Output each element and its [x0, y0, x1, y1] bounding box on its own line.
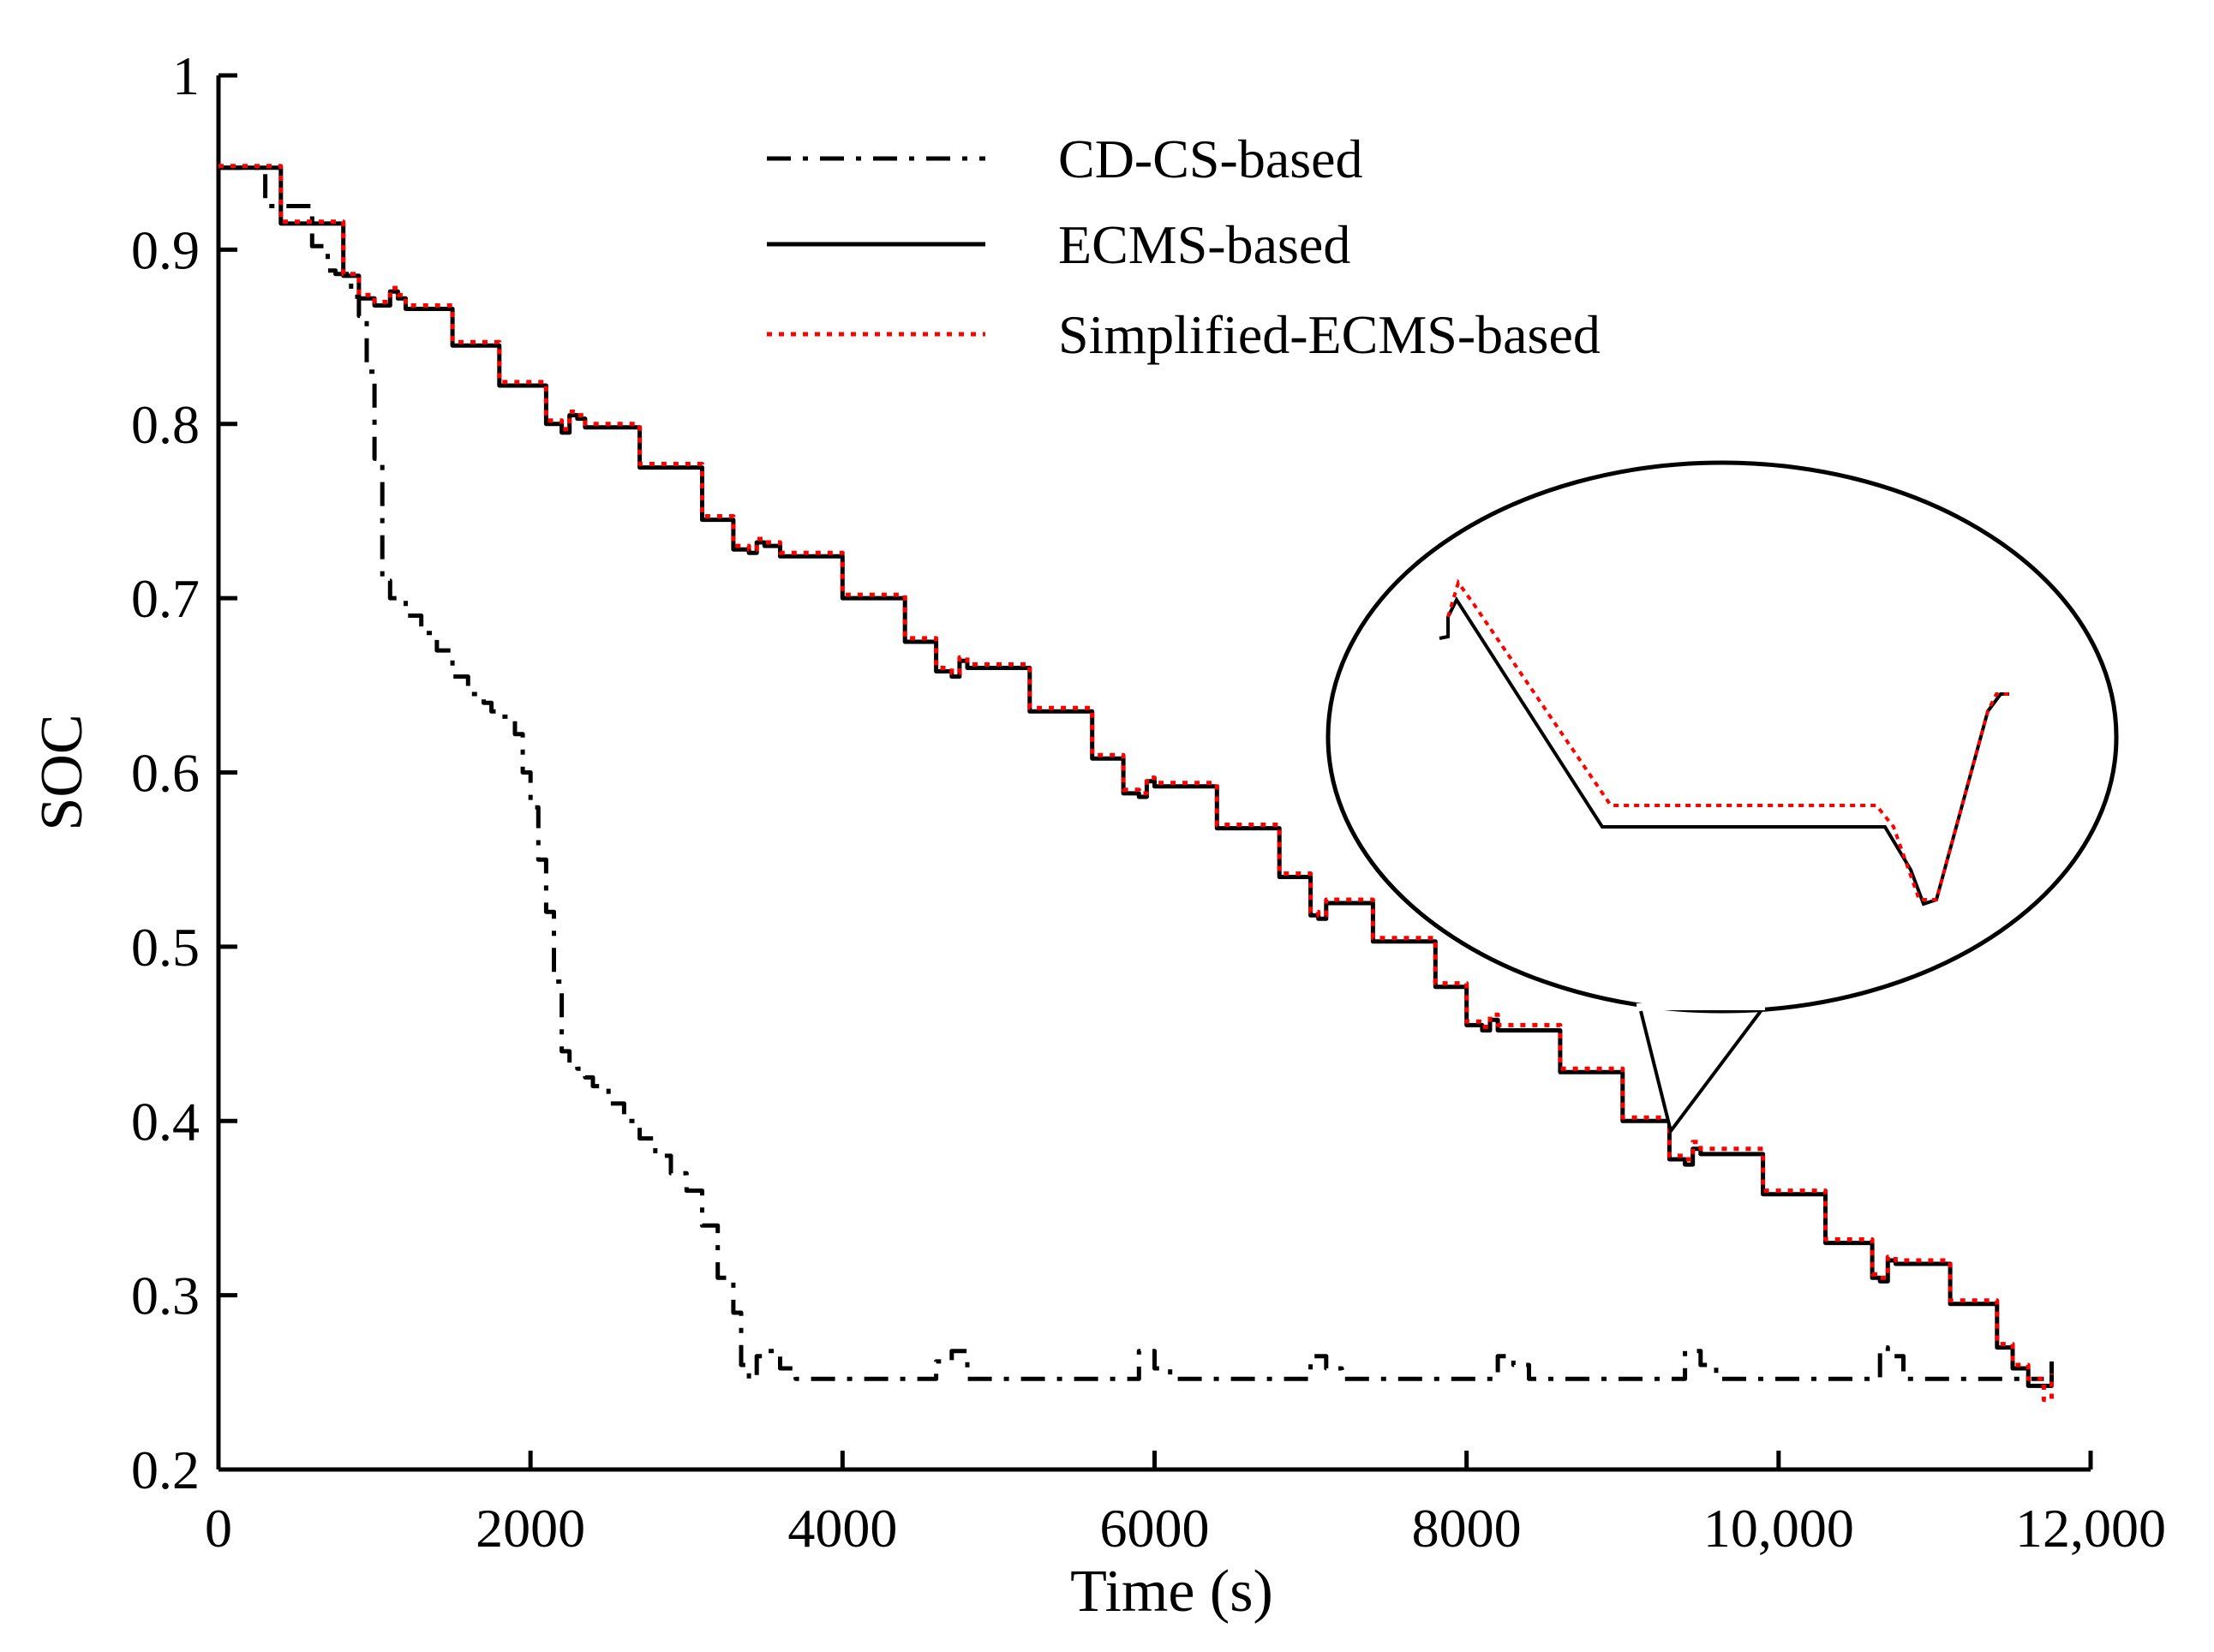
x-tick-label: 0	[205, 1498, 232, 1559]
legend-label-simplified-ecms-based: Simplified-ECMS-based	[1058, 304, 1601, 365]
series-line-ecms-based	[218, 165, 2054, 1388]
x-axis-title: Time (s)	[1070, 1559, 1273, 1625]
legend-label-cd-cs-based: CD-CS-based	[1058, 129, 1363, 189]
y-tick-label: 0.7	[131, 568, 200, 629]
y-tick-label: 0.6	[131, 743, 200, 804]
y-axis-title: SOC	[29, 714, 95, 830]
inset-simplified-ecms-line	[1446, 578, 2009, 901]
y-tick-label: 0.4	[131, 1091, 200, 1152]
plot-area	[218, 164, 2054, 1403]
x-tick-label: 12,000	[2015, 1498, 2166, 1559]
y-tick-label: 0.3	[131, 1266, 200, 1326]
y-tick-label: 0.5	[131, 917, 200, 978]
x-tick-label: 6000	[1100, 1498, 1210, 1559]
inset-ecms-line	[1439, 596, 2009, 907]
axes: 0.2 0.3 0.4 0.5 0.6 0.7 0.8 0.9 1 0 2000 4000 6000 80…	[29, 45, 2166, 1625]
y-tick-label: 0.8	[131, 394, 200, 455]
x-tick-label: 2000	[476, 1498, 585, 1559]
zoom-inset	[1325, 460, 2119, 1135]
inset-pointer	[1639, 1009, 1762, 1135]
x-tick-label: 10,000	[1703, 1498, 1854, 1559]
x-tick-label: 8000	[1412, 1498, 1522, 1559]
y-tick-label: 0.2	[131, 1440, 200, 1500]
y-tick-label: 0.9	[131, 219, 200, 280]
x-tick-label: 4000	[787, 1498, 897, 1559]
legend-label-ecms-based: ECMS-based	[1058, 214, 1350, 275]
legend: CD-CS-based ECMS-based Simplified-ECMS-bas…	[767, 129, 1601, 365]
y-tick-label: 1	[172, 45, 200, 106]
inset-ellipse	[1325, 460, 2119, 1014]
